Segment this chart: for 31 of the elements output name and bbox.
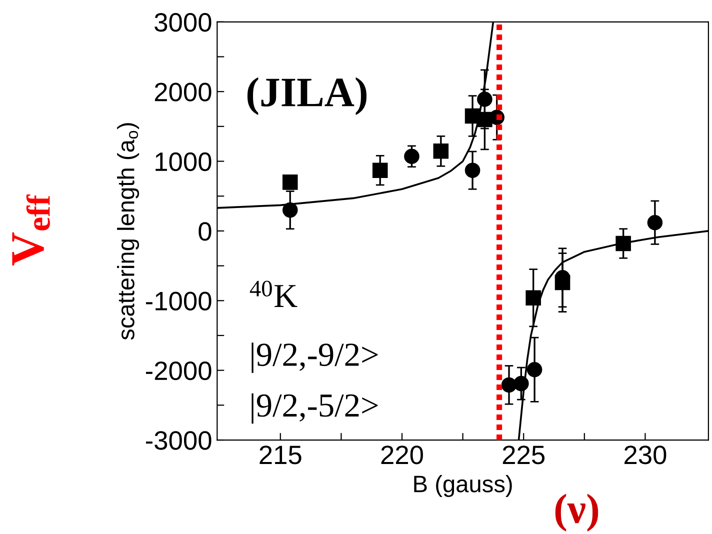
- point: [404, 148, 420, 164]
- annotation: (JILA): [247, 77, 366, 116]
- text: (ν): [555, 494, 598, 532]
- point: [526, 290, 541, 306]
- x-tick-label: 220: [381, 446, 423, 464]
- y-tick-label: 0: [198, 222, 212, 241]
- x-tick-label: 230: [624, 446, 666, 464]
- annotation: |9/2,-5/2>: [252, 393, 378, 424]
- y-tick-label: 2000: [154, 82, 212, 102]
- x-axis-title: B (gauss): [414, 475, 512, 498]
- y-tick-label: -1000: [146, 292, 212, 310]
- annotation: |9/2,-9/2>: [252, 342, 378, 373]
- point: [647, 214, 663, 230]
- point: [282, 174, 298, 190]
- y-tick-label: 3000: [154, 13, 212, 32]
- point: [477, 92, 492, 107]
- y-tick-label: -2000: [146, 361, 212, 380]
- point: [433, 144, 449, 159]
- point: [514, 376, 529, 392]
- point: [282, 202, 298, 218]
- y-axis-title: scattering length (a$_{o}$): [117, 123, 140, 340]
- y-tick-label: -3000: [146, 431, 212, 450]
- x-tick-label: 225: [502, 446, 545, 464]
- point: [616, 236, 631, 252]
- point: [526, 362, 542, 378]
- annotation: $^{40}$K: [250, 280, 298, 307]
- y-tick-label: 1000: [156, 152, 212, 172]
- point: [372, 162, 388, 178]
- x-tick-label: 215: [260, 446, 302, 464]
- point: [464, 162, 480, 178]
- text: V$_{eff}$: [12, 194, 50, 266]
